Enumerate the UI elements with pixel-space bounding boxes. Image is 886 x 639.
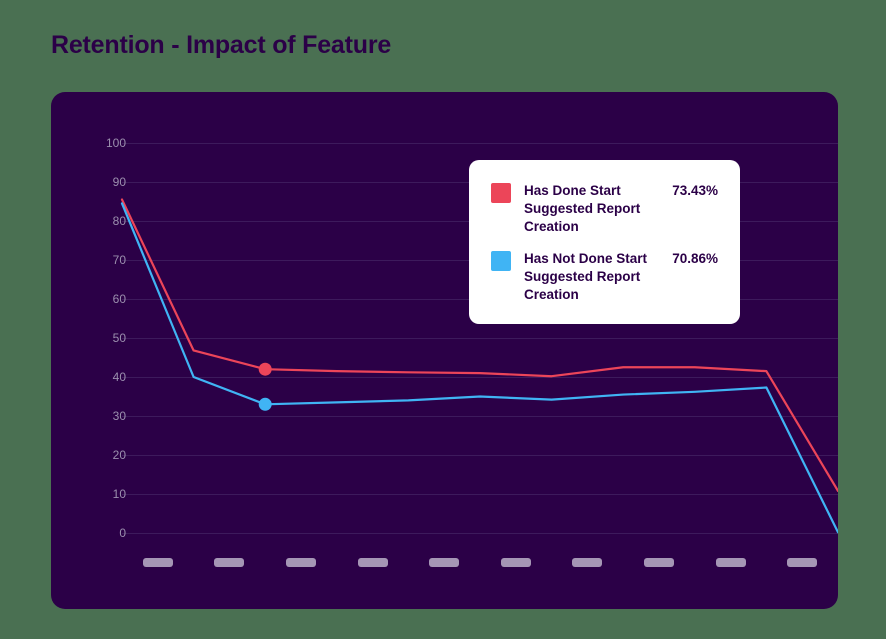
- x-axis-label-placeholder: [644, 558, 674, 567]
- data-point-marker-1[interactable]: [258, 397, 272, 411]
- y-axis-tick-label: 70: [112, 253, 126, 267]
- y-axis-tick-label: 100: [105, 136, 126, 150]
- gridline: [122, 455, 838, 456]
- legend-value-has-not-done: 70.86%: [672, 251, 718, 266]
- y-axis-tick-label: 30: [112, 409, 126, 423]
- chart-legend: Has Done Start Suggested Report Creation…: [469, 160, 740, 324]
- gridline: [122, 533, 838, 534]
- y-axis-tick-label: 50: [112, 331, 126, 345]
- series-line-0: [120, 198, 838, 492]
- y-axis-tick-label: 0: [119, 526, 126, 540]
- y-axis-tick-label: 80: [112, 214, 126, 228]
- legend-text-wrap: Has Done Start Suggested Report Creation…: [524, 182, 718, 236]
- series-lines-layer: [120, 198, 838, 534]
- legend-label-has-not-done: Has Not Done Start Suggested Report Crea…: [524, 251, 648, 302]
- gridline: [122, 338, 838, 339]
- legend-swatch-has-done: [491, 183, 511, 203]
- x-axis-label-placeholder: [787, 558, 818, 567]
- page-title: Retention - Impact of Feature: [51, 31, 392, 59]
- legend-item-has-done[interactable]: Has Done Start Suggested Report Creation…: [491, 182, 718, 236]
- y-axis-tick-label: 40: [112, 370, 126, 384]
- y-axis-tick-label: 90: [112, 175, 126, 189]
- x-axis-label-placeholder: [357, 558, 388, 567]
- y-axis-tick-label: 10: [112, 487, 126, 501]
- legend-text-wrap: Has Not Done Start Suggested Report Crea…: [524, 250, 718, 304]
- gridline: [122, 494, 838, 495]
- gridline: [122, 377, 838, 378]
- y-axis-tick-label: 60: [112, 292, 126, 306]
- y-axis-tick-label: 20: [112, 448, 126, 462]
- x-axis-label-placeholder: [715, 558, 746, 567]
- data-point-marker-0[interactable]: [258, 362, 272, 376]
- legend-swatch-has-not-done: [491, 251, 511, 271]
- legend-item-has-not-done[interactable]: Has Not Done Start Suggested Report Crea…: [491, 250, 718, 304]
- gridline: [122, 143, 838, 144]
- legend-label-has-done: Has Done Start Suggested Report Creation: [524, 183, 641, 234]
- x-axis-placeholder-bars: [122, 558, 838, 568]
- chart-panel: 0 10 20 30 40 50 60 70 80 90 100 Has Done Start Su…: [51, 92, 838, 609]
- x-axis-label-placeholder: [572, 558, 603, 567]
- x-axis-label-placeholder: [429, 558, 460, 567]
- x-axis-label-placeholder: [142, 558, 173, 567]
- legend-value-has-done: 73.43%: [672, 183, 718, 198]
- series-line-1: [120, 202, 838, 534]
- x-axis-label-placeholder: [500, 558, 531, 567]
- gridline: [122, 416, 838, 417]
- x-axis-label-placeholder: [214, 558, 245, 567]
- x-axis-label-placeholder: [286, 558, 316, 567]
